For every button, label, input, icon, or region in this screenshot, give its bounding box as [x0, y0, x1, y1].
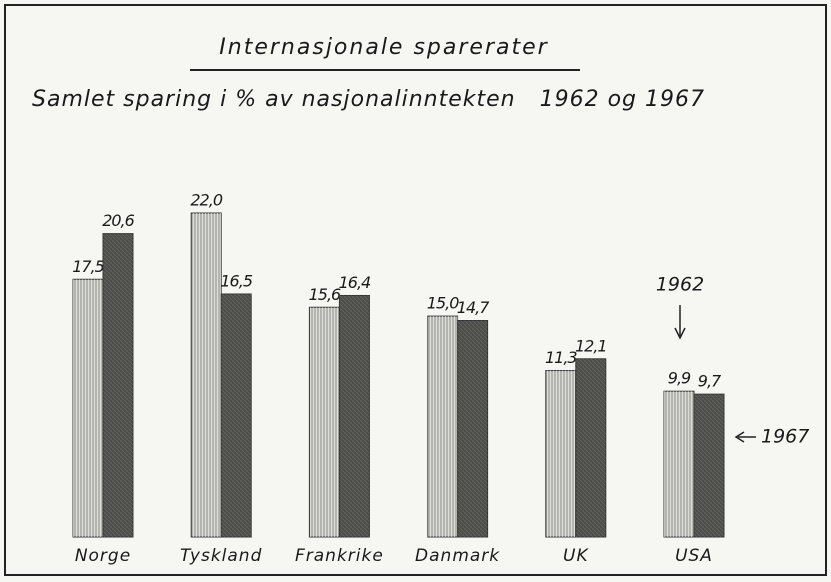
bar-texture: [339, 295, 370, 537]
chart-title: Internasjonale sparerater: [219, 35, 548, 60]
data-label: 16,4: [339, 273, 371, 292]
data-label: 16,5: [220, 272, 252, 291]
data-label: 17,5: [72, 257, 104, 276]
data-label: 15,0: [427, 294, 459, 313]
data-label: 20,6: [102, 211, 134, 230]
bar-texture: [664, 391, 694, 537]
bar-texture: [575, 358, 606, 537]
bar-texture: [191, 213, 222, 537]
x-tick-label: Danmark: [415, 546, 500, 566]
bar-texture: [73, 279, 103, 537]
data-label: 15,6: [309, 285, 341, 304]
x-tick-label: Norge: [75, 546, 131, 566]
legend-label: 1967: [761, 426, 809, 448]
x-tick-label: Frankrike: [295, 546, 384, 566]
bar-texture: [103, 233, 133, 538]
legend-label: 1962: [656, 274, 704, 296]
data-label: 9,9: [668, 369, 691, 388]
bar-texture: [221, 294, 252, 537]
bar-texture: [694, 394, 724, 537]
data-label: 12,1: [575, 336, 607, 355]
x-tick-label: USA: [675, 546, 713, 566]
x-tick-label: UK: [563, 546, 589, 566]
bar-texture: [545, 370, 576, 537]
legend-arrowhead: [674, 327, 686, 340]
data-label: 11,3: [545, 348, 577, 367]
data-label: 22,0: [190, 191, 222, 210]
legend-arrowhead: [734, 431, 745, 443]
chart-subtitle: Samlet sparing i % av nasjonalinntekten …: [32, 87, 705, 112]
data-label: 14,7: [457, 298, 490, 317]
frame: [4, 4, 827, 576]
bar-texture: [309, 307, 340, 537]
bar-texture: [427, 316, 458, 537]
x-tick-label: Tyskland: [180, 546, 262, 566]
data-label: 9,7: [698, 372, 722, 391]
bar-texture: [457, 320, 488, 537]
